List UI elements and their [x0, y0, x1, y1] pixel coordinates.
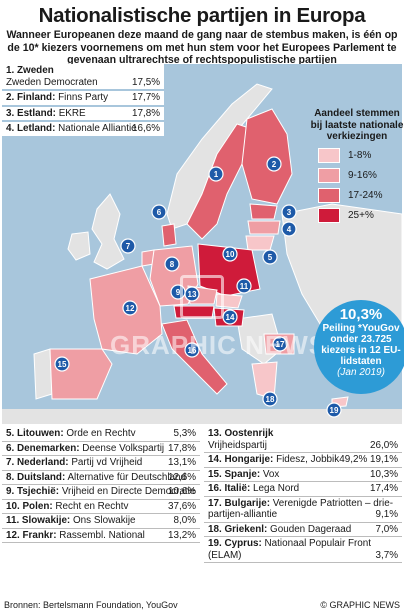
svg-text:15: 15 — [58, 360, 67, 369]
land-estonia — [249, 203, 278, 220]
svg-text:7: 7 — [126, 242, 131, 251]
land-spain — [49, 348, 113, 400]
list-item-denmark: 6. Denemarken: Deense Volkspartij 17,8% — [2, 441, 200, 456]
svg-text:4: 4 — [287, 225, 292, 234]
watermark-text: GRAPHIC NEWS — [110, 330, 328, 360]
marker-16: 16 — [184, 342, 200, 358]
land-lithuania — [245, 235, 275, 251]
watermark-logo — [180, 275, 224, 319]
svg-text:11: 11 — [240, 282, 249, 291]
svg-text:18: 18 — [266, 395, 275, 404]
list-item-slovakia: 11. Slowakije: Ons Slowakije 8,0% — [2, 514, 200, 529]
svg-text:10: 10 — [226, 250, 235, 259]
credit-note: © GRAPHIC NEWS — [320, 600, 400, 610]
list-item-hungary: 14. Hongarije: Fidesz, Jobbik 49,2% 19,1% — [204, 453, 402, 468]
list-item-austria: 13. Oostenrijk Vrijheidspartij 26,0% — [204, 427, 402, 453]
list-item-poland: 10. Polen: Recht en Rechtv 37,6% — [2, 499, 200, 514]
land-norway — [166, 83, 273, 230]
marker-11: 11 — [236, 278, 252, 294]
legend-swatch-2 — [318, 167, 340, 183]
svg-text:13: 13 — [188, 290, 197, 299]
land-north-africa — [2, 409, 402, 424]
marker-18: 18 — [262, 391, 278, 407]
legend-swatch-4 — [318, 207, 340, 223]
list-item-bulgaria: 17. Bulgarije: Verenigde Patriotten – dr… — [204, 496, 402, 523]
poll-value: 10,3% — [339, 306, 383, 323]
country-tables: 5. Litouwen: Orde en Rechtv 5,3% 6. Denem… — [2, 427, 402, 595]
marker-3: 3 — [281, 204, 297, 220]
list-item-finland: 2. Finland: Finns Party 17,7% — [2, 91, 164, 107]
legend-item-3: 17-24% — [318, 187, 404, 203]
legend-item-1: 1-8% — [318, 147, 404, 163]
list-item-italy: 16. Italië: Lega Nord 17,4% — [204, 482, 402, 497]
poll-bubble: 10,3% Peiling *YouGov onder 23.725 kieze… — [314, 300, 404, 394]
marker-14: 14 — [222, 309, 238, 325]
legend-item-4: 25+% — [318, 207, 404, 223]
svg-text:8: 8 — [170, 260, 175, 269]
list-item-latvia: 4. Letland: Nationale Alliantie 16,6% — [2, 122, 164, 138]
marker-17: 17 — [272, 336, 288, 352]
land-finland — [241, 108, 293, 205]
svg-text:16: 16 — [188, 346, 197, 355]
map-markers: 1 2 3 4 5 6 7 8 9 10 11 12 13 14 15 16 1… — [54, 156, 342, 418]
svg-text:1: 1 — [214, 170, 219, 179]
top-country-list: 1. Zweden Zweden Democraten 17,5% 2. Fin… — [2, 64, 164, 138]
list-item-france: 12. Frankr: Rassembl. National 13,2% — [2, 528, 200, 543]
marker-10: 10 — [222, 246, 238, 262]
legend-title: Aandeel stemmen bij laatste nationale ve… — [310, 108, 404, 142]
list-item-netherlands: 7. Nederland: Partij vd Vrijheid 13,1% — [2, 456, 200, 471]
legend-swatch-1 — [318, 147, 340, 163]
page-subtitle: Wanneer Europeanen deze maand de gang na… — [6, 29, 398, 66]
list-item-greece: 18. Griekenl: Gouden Dageraad 7,0% — [204, 522, 402, 537]
page-title: Nationalistische partijen in Europa — [38, 4, 366, 27]
marker-1: 1 — [208, 166, 224, 182]
land-latvia — [247, 220, 281, 235]
svg-text:9: 9 — [176, 288, 181, 297]
svg-text:17: 17 — [276, 340, 285, 349]
map-legend: Aandeel stemmen bij laatste nationale ve… — [310, 108, 404, 223]
list-item-estonia: 3. Estland: EKRE 17,8% — [2, 106, 164, 122]
land-denmark — [161, 223, 177, 247]
marker-13: 13 — [184, 286, 200, 302]
svg-text:14: 14 — [226, 313, 235, 322]
land-uk — [91, 193, 125, 270]
marker-8: 8 — [164, 256, 180, 272]
marker-6: 6 — [151, 204, 167, 220]
svg-text:2: 2 — [272, 160, 277, 169]
legend-item-2: 9-16% — [318, 167, 404, 183]
poll-date: (Jan 2019) — [337, 367, 385, 378]
svg-text:5: 5 — [268, 253, 273, 262]
source-note: Bronnen: Bertelsmann Foundation, YouGov — [4, 600, 178, 610]
svg-text:3: 3 — [287, 208, 292, 217]
legend-swatch-3 — [318, 187, 340, 203]
marker-5: 5 — [262, 249, 278, 265]
list-item-lithuania: 5. Litouwen: Orde en Rechtv 5,3% — [2, 427, 200, 442]
list-item-spain: 15. Spanje: Vox 10,3% — [204, 467, 402, 482]
svg-text:12: 12 — [126, 304, 135, 313]
right-country-list: 13. Oostenrijk Vrijheidspartij 26,0% 14. H… — [204, 427, 402, 563]
svg-text:19: 19 — [330, 406, 339, 415]
left-country-list: 5. Litouwen: Orde en Rechtv 5,3% 6. Denem… — [2, 427, 200, 543]
marker-7: 7 — [120, 238, 136, 254]
marker-2: 2 — [266, 156, 282, 172]
svg-text:6: 6 — [157, 208, 162, 217]
land-ireland — [67, 231, 91, 261]
marker-19: 19 — [326, 402, 342, 418]
marker-15: 15 — [54, 356, 70, 372]
land-iberia-portugal — [33, 348, 53, 400]
list-item-germany: 8. Duitsland: Alternative für Deutschlan… — [2, 470, 200, 485]
list-item-cyprus: 19. Cyprus: Nationaal Populair Front (EL… — [204, 537, 402, 563]
poll-text: Peiling *YouGov onder 23.725 kiezers in … — [321, 323, 401, 367]
marker-12: 12 — [122, 300, 138, 316]
list-item-sweden: 1. Zweden Zweden Democraten 17,5% — [2, 64, 164, 91]
list-item-czechia: 9. Tsjechië: Vrijheid en Directe Democra… — [2, 485, 200, 500]
marker-4: 4 — [281, 221, 297, 237]
